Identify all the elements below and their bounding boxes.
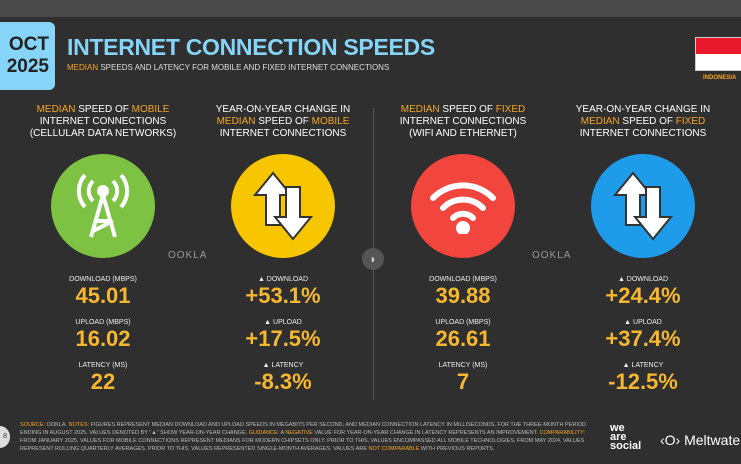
footer-notes: SOURCE: OOKLA. NOTES: FIGURES REPRESENT … <box>20 422 587 452</box>
datareportal-logo-icon: ◗ <box>362 248 384 270</box>
metric-value: 22 <box>90 369 116 394</box>
metric-value: +37.4% <box>605 326 681 351</box>
metric-value: -8.3% <box>254 369 312 394</box>
ookla-logo: OOKLA <box>532 250 572 261</box>
page-number: 8 <box>0 426 10 448</box>
column-header: YEAR-ON-YEAR CHANGE IN MEDIAN SPEED OF FI… <box>575 104 711 139</box>
metric-value: 26.61 <box>435 326 491 351</box>
date-year: 2025 <box>6 56 49 77</box>
ookla-logo: OOKLA <box>168 250 208 261</box>
wifi-icon <box>411 154 515 258</box>
metric-label: DOWNLOAD (MBPS) <box>69 276 137 283</box>
metrics: DOWNLOAD (MBPS) 45.01 UPLOAD (MBPS) 16.02 … <box>13 276 193 394</box>
metrics: ▲ DOWNLOAD +24.4% ▲ UPLOAD +37.4% ▲ LATENC… <box>553 276 733 394</box>
indonesia-flag-icon <box>695 37 741 71</box>
metric-column: MEDIAN SPEED OF FIXED INTERNET CONNECTION… <box>373 104 553 394</box>
metric-value: 39.88 <box>435 283 491 308</box>
country-label: INDONESIA <box>703 75 737 81</box>
metric-label: UPLOAD (MBPS) <box>75 319 131 326</box>
cell-tower-icon <box>51 154 155 258</box>
metric-value: +53.1% <box>245 283 321 308</box>
metric-label: ▲ LATENCY <box>262 362 304 369</box>
metric-column: YEAR-ON-YEAR CHANGE IN MEDIAN SPEED OF MO… <box>193 104 373 394</box>
top-bar <box>0 0 741 17</box>
metric-label: ▲ UPLOAD <box>624 319 662 326</box>
metric-column: YEAR-ON-YEAR CHANGE IN MEDIAN SPEED OF FI… <box>553 104 733 394</box>
metric-label: UPLOAD (MBPS) <box>435 319 491 326</box>
meltwater-logo: ‹O› Meltwater <box>660 432 741 448</box>
subtitle-accent: MEDIAN <box>67 63 99 72</box>
column-header: MEDIAN SPEED OF MOBILE INTERNET CONNECTIO… <box>29 104 177 139</box>
date-month: OCT <box>8 34 49 55</box>
column-header: YEAR-ON-YEAR CHANGE IN MEDIAN SPEED OF MO… <box>215 104 351 139</box>
metric-value: 7 <box>456 369 470 394</box>
metric-value: +24.4% <box>605 283 681 308</box>
page-title: INTERNET CONNECTION SPEEDS <box>67 34 435 60</box>
metric-value: -12.5% <box>608 369 678 394</box>
metric-value: 45.01 <box>75 283 131 308</box>
metric-column: MEDIAN SPEED OF MOBILE INTERNET CONNECTIO… <box>13 104 193 394</box>
date-badge: OCT 2025 <box>0 22 55 90</box>
up-down-arrows-icon <box>231 154 335 258</box>
we-are-social-logo: we are social <box>610 422 642 452</box>
metric-label: ▲ DOWNLOAD <box>257 276 309 283</box>
metric-value: +17.5% <box>245 326 321 351</box>
subtitle-text: SPEEDS AND LATENCY FOR MOBILE AND FIXED … <box>98 63 390 72</box>
metric-label: ▲ LATENCY <box>622 362 664 369</box>
page-subtitle: MEDIAN SPEEDS AND LATENCY FOR MOBILE AND… <box>67 63 389 72</box>
metrics: DOWNLOAD (MBPS) 39.88 UPLOAD (MBPS) 26.61 … <box>373 276 553 394</box>
metric-label: DOWNLOAD (MBPS) <box>429 276 497 283</box>
column-header: MEDIAN SPEED OF FIXED INTERNET CONNECTION… <box>399 104 527 139</box>
metric-label: LATENCY (MS) <box>438 362 488 369</box>
metric-label: ▲ DOWNLOAD <box>617 276 669 283</box>
metric-value: 16.02 <box>75 326 131 351</box>
metric-label: LATENCY (MS) <box>78 362 128 369</box>
metric-label: ▲ UPLOAD <box>264 319 302 326</box>
metrics: ▲ DOWNLOAD +53.1% ▲ UPLOAD +17.5% ▲ LATENC… <box>193 276 373 394</box>
up-down-arrows-icon <box>591 154 695 258</box>
